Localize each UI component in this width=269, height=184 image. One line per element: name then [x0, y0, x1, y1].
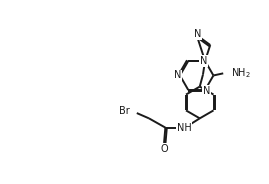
- Text: N: N: [194, 29, 202, 39]
- Text: N: N: [203, 86, 210, 95]
- Text: NH: NH: [177, 123, 192, 133]
- Text: O: O: [160, 144, 168, 154]
- Text: NH$_2$: NH$_2$: [231, 66, 251, 80]
- Text: N: N: [174, 70, 182, 80]
- Text: Br: Br: [119, 106, 130, 116]
- Text: N: N: [200, 56, 207, 66]
